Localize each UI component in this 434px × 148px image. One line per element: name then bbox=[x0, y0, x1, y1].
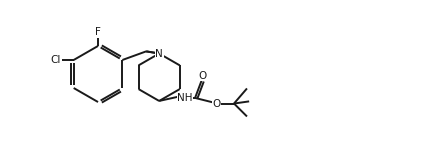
Text: O: O bbox=[198, 70, 207, 81]
Text: O: O bbox=[213, 99, 221, 108]
Text: N: N bbox=[155, 49, 163, 58]
Text: Cl: Cl bbox=[50, 55, 61, 65]
Text: NH: NH bbox=[178, 93, 193, 103]
Text: F: F bbox=[95, 27, 101, 37]
